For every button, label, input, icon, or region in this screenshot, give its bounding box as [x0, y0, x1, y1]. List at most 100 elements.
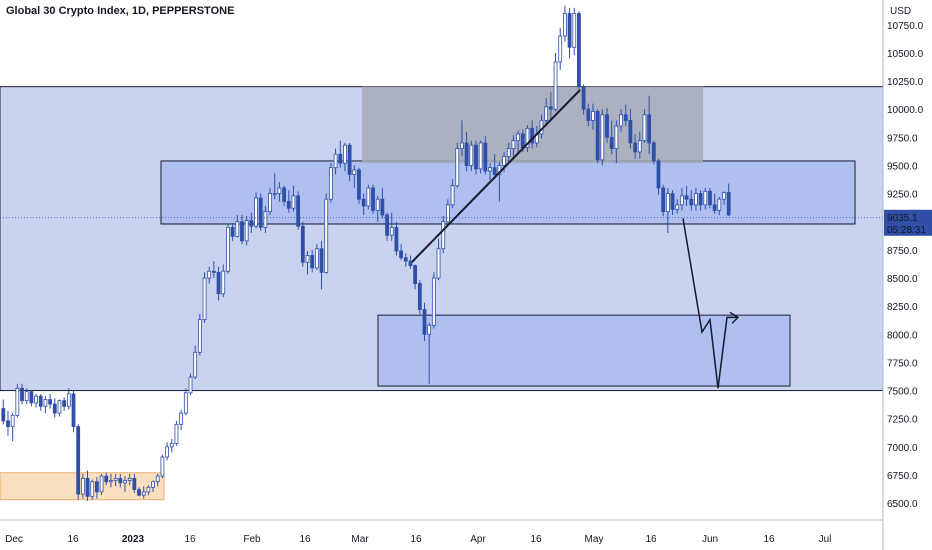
- candle-body: [34, 395, 38, 404]
- candle-body: [291, 195, 296, 209]
- candle-body: [563, 13, 567, 37]
- candle-body: [202, 277, 207, 321]
- y-tick-label: 9500.0: [887, 161, 918, 172]
- candle-body: [113, 477, 118, 482]
- x-tick-label: 16: [645, 534, 657, 545]
- candle-body: [726, 192, 731, 216]
- candle-body: [469, 144, 474, 166]
- candle-body: [319, 248, 324, 273]
- candle-body: [165, 446, 170, 458]
- zones-layer: [0, 86, 884, 501]
- candle-body: [230, 226, 235, 237]
- candle-body: [347, 144, 352, 175]
- candle-body: [474, 144, 478, 170]
- candle-body: [544, 106, 549, 121]
- y-tick-label: 7500.0: [887, 387, 918, 398]
- candle-body: [282, 187, 287, 202]
- candle-body: [609, 136, 614, 149]
- candle-body: [586, 108, 591, 121]
- candle-body: [80, 477, 85, 495]
- candle-body: [99, 475, 104, 493]
- candle-body: [427, 324, 432, 335]
- candle-body: [211, 270, 216, 273]
- candle-body: [661, 187, 666, 213]
- candle-body: [450, 185, 455, 206]
- candle-body: [226, 226, 230, 272]
- candle-body: [619, 114, 623, 127]
- x-tick-label: 16: [530, 534, 542, 545]
- candle-body: [216, 271, 221, 295]
- x-tick-label: Jul: [819, 534, 832, 545]
- candle-body: [254, 197, 258, 227]
- candle-body: [464, 142, 469, 166]
- candle-body: [352, 169, 357, 175]
- candle-body: [595, 111, 600, 161]
- candle-body: [394, 226, 399, 252]
- candle-body: [572, 13, 577, 48]
- candle-body: [343, 144, 347, 164]
- candle-body: [76, 426, 81, 495]
- candle-body: [445, 204, 450, 223]
- candle-body: [380, 198, 385, 216]
- candle-body: [558, 35, 563, 63]
- candle-body: [647, 114, 652, 144]
- candle-body: [567, 13, 572, 48]
- candle-body: [628, 120, 633, 144]
- candle-body: [698, 193, 703, 206]
- x-tick-label: May: [585, 534, 604, 545]
- y-tick-label: 8500.0: [887, 274, 918, 285]
- candle-body: [417, 283, 422, 310]
- forecast-arrowhead: [729, 311, 740, 324]
- x-tick-label: 16: [184, 534, 196, 545]
- candle-body: [460, 142, 464, 149]
- candle-body: [506, 148, 511, 157]
- candle-body: [38, 395, 43, 407]
- time-axis: Dec 16 2023 16 Feb 16 Mar 16 Apr 16 May 16 Jun 16 Jul: [0, 519, 883, 545]
- candle-body: [708, 190, 712, 206]
- candle-body: [123, 480, 127, 484]
- candle-body: [174, 423, 179, 444]
- candle-body: [155, 475, 160, 483]
- candle-body: [516, 133, 520, 142]
- candle-body: [581, 86, 586, 110]
- candle-body: [520, 133, 525, 148]
- countdown-label: 05:28:31: [887, 225, 926, 236]
- candle-body: [665, 193, 670, 213]
- candle-body: [310, 255, 315, 269]
- candle-body: [235, 221, 240, 237]
- y-tick-label: 6500.0: [887, 499, 918, 510]
- x-tick-label: 16: [67, 534, 79, 545]
- candle-body: [277, 187, 282, 194]
- candle-body: [268, 193, 272, 213]
- candle-body: [109, 480, 113, 483]
- x-tick-label: 2023: [122, 534, 145, 545]
- candle-body: [15, 387, 20, 416]
- chart-title: Global 30 Crypto Index, 1D, PEPPERSTONE: [6, 5, 235, 17]
- candle-body: [314, 248, 319, 269]
- x-tick-label: Mar: [351, 534, 369, 545]
- candle-body: [389, 226, 394, 236]
- candle-body: [127, 477, 132, 482]
- candle-body: [62, 400, 67, 407]
- candle-body: [511, 140, 516, 149]
- candle-body: [1, 408, 6, 422]
- candle-body: [385, 214, 389, 236]
- price-axis-bg: [883, 0, 932, 550]
- candle-body: [633, 142, 637, 153]
- candle-body: [169, 443, 174, 448]
- y-tick-label: 10250.0: [887, 77, 924, 88]
- candle-body: [623, 114, 628, 121]
- candle-body: [249, 220, 254, 227]
- candle-body: [132, 477, 137, 491]
- candle-body: [179, 412, 184, 425]
- candle-body: [90, 481, 95, 497]
- candle-body: [670, 193, 675, 210]
- candle-body: [548, 106, 553, 110]
- zone-demand-box: [377, 314, 791, 387]
- candle-body: [553, 61, 558, 110]
- candle-body: [146, 486, 151, 493]
- candle-body: [422, 309, 427, 335]
- y-tick-label: 6750.0: [887, 471, 918, 482]
- candle-body: [71, 393, 76, 427]
